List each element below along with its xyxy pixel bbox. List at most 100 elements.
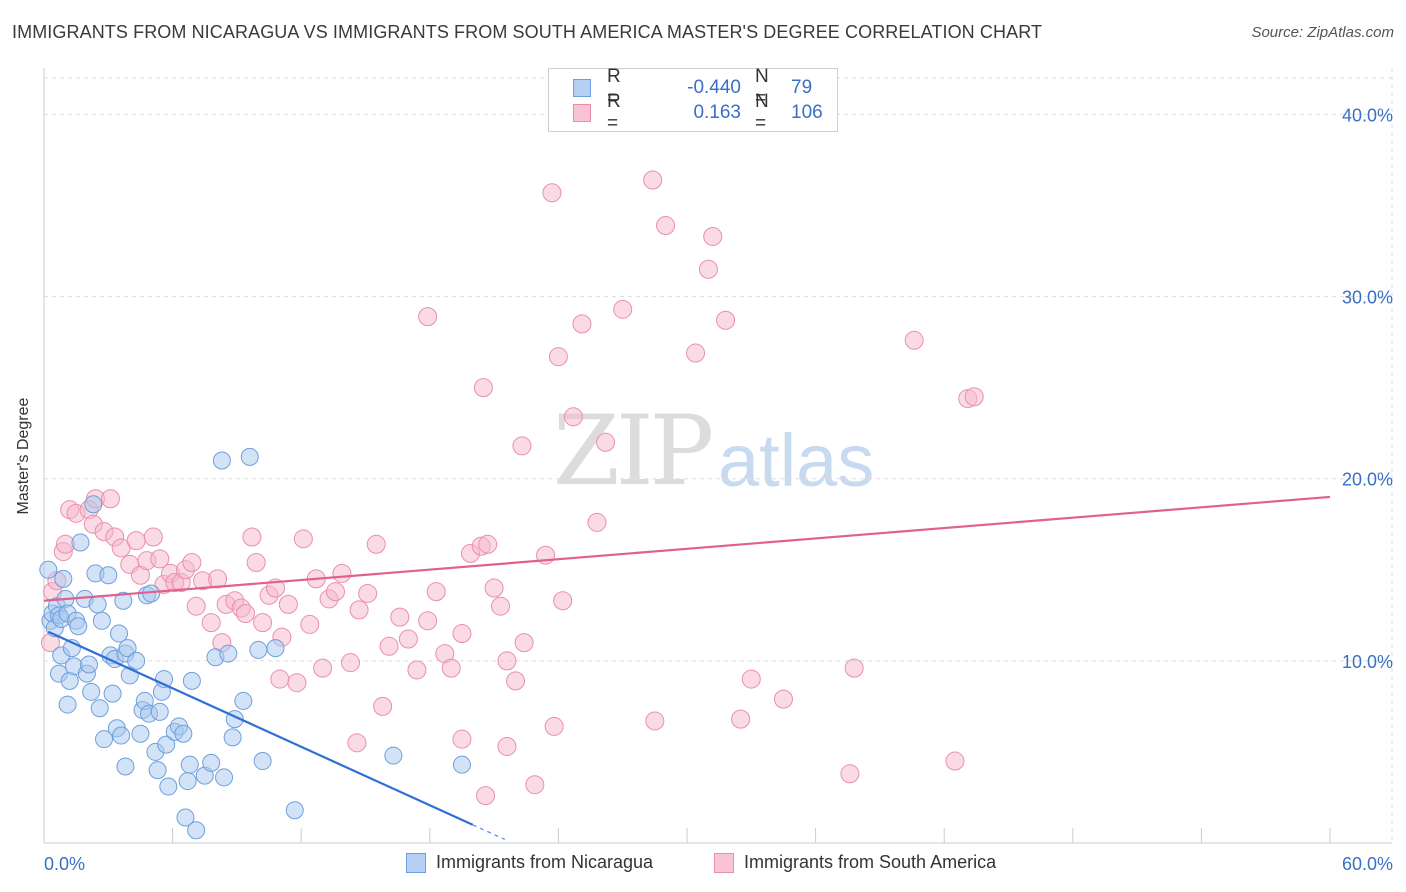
data-point-south-america (656, 216, 676, 236)
data-point-south-america (452, 624, 472, 644)
data-point-south-america (840, 764, 860, 784)
data-point-south-america (506, 671, 526, 691)
data-point-nicaragua (148, 761, 167, 780)
data-point-south-america (246, 553, 266, 572)
data-point-nicaragua (110, 624, 129, 643)
data-point-nicaragua (112, 726, 131, 745)
data-point-nicaragua (103, 684, 122, 703)
data-point-nicaragua (39, 560, 58, 579)
data-point-south-america (366, 534, 386, 554)
data-point-south-america (698, 259, 718, 279)
x-tick-label-min: 0.0% (44, 854, 85, 874)
data-point-south-america (186, 596, 206, 616)
legend-n-value-nicaragua: 79 (791, 77, 813, 98)
data-point-south-america (484, 578, 504, 598)
data-point-nicaragua (95, 730, 114, 749)
data-point-south-america (563, 407, 583, 427)
data-point-south-america (340, 653, 360, 673)
data-point-nicaragua (90, 699, 109, 718)
trendline-nicaragua (47, 630, 474, 826)
data-point-south-america (478, 534, 498, 554)
data-point-nicaragua (223, 728, 242, 747)
data-point-south-america (844, 658, 864, 678)
trendline-south-america (43, 495, 1331, 602)
data-point-south-america (150, 549, 170, 569)
watermark-atlas: atlas (718, 419, 875, 502)
tick-labels: 10.0% 20.0% 30.0% 40.0% 0.0% 60.0% (44, 105, 1393, 874)
data-point-nicaragua (174, 724, 193, 743)
data-point-south-america (287, 673, 307, 693)
data-point-south-america (325, 582, 345, 602)
data-point-nicaragua (187, 821, 206, 840)
trendline-nicaragua-extension (472, 824, 506, 841)
data-point-south-america (242, 527, 262, 547)
data-point-south-america (143, 527, 163, 547)
data-point-nicaragua (150, 702, 169, 721)
data-point-nicaragua (54, 569, 73, 588)
data-point-south-america (235, 604, 255, 623)
data-point-south-america (126, 531, 146, 551)
data-point-nicaragua (285, 801, 304, 820)
data-point-south-america (512, 436, 532, 456)
data-point-south-america (253, 613, 273, 633)
y-tick-label: 20.0% (1342, 470, 1393, 490)
data-point-south-america (548, 347, 568, 367)
legend-n-value-south-america: 106 (791, 102, 823, 123)
data-point-south-america (703, 226, 723, 246)
legend-swatch-blue (573, 79, 591, 97)
chart-title: IMMIGRANTS FROM NICARAGUA VS IMMIGRANTS … (12, 22, 1043, 42)
data-point-south-america (542, 183, 562, 203)
correlation-legend: R = -0.440 N = 79 R = 0.163 N = 106 (548, 66, 838, 134)
data-point-nicaragua (131, 724, 150, 743)
data-point-nicaragua (114, 591, 133, 610)
data-point-nicaragua (266, 639, 285, 658)
data-point-south-america (904, 330, 924, 350)
legend-r-label: R = (607, 66, 621, 109)
data-point-south-america (645, 711, 665, 731)
data-point-south-america (514, 633, 534, 653)
data-point-south-america (278, 594, 298, 614)
data-point-nicaragua (180, 755, 199, 774)
data-point-nicaragua (253, 752, 272, 771)
data-point-south-america (452, 729, 472, 749)
legend-n-label: N = (755, 66, 769, 109)
y-tick-label: 10.0% (1342, 652, 1393, 672)
series-south-america-points (40, 170, 984, 806)
data-point-south-america (347, 733, 367, 753)
data-point-nicaragua (118, 639, 137, 658)
data-point-nicaragua (452, 755, 471, 774)
legend-item-south-america: Immigrants from South America (714, 852, 996, 873)
data-point-nicaragua (92, 611, 111, 630)
data-point-south-america (572, 314, 592, 334)
legend-r-value-nicaragua: -0.440 (687, 77, 741, 98)
data-point-south-america (596, 432, 616, 452)
data-point-nicaragua (69, 617, 88, 636)
source-label: Source: ZipAtlas.com (1251, 24, 1394, 41)
legend-label-nicaragua: Immigrants from Nicaragua (436, 852, 654, 872)
data-point-south-america (476, 786, 496, 806)
data-point-nicaragua (157, 735, 176, 754)
data-point-south-america (201, 613, 221, 633)
data-point-south-america (208, 569, 228, 589)
data-point-south-america (349, 600, 369, 620)
data-point-nicaragua (215, 768, 234, 787)
legend-r-label: R = (607, 91, 621, 134)
data-point-south-america (407, 660, 427, 680)
data-point-nicaragua (159, 777, 178, 796)
data-point-nicaragua (178, 772, 197, 791)
data-point-south-america (418, 307, 438, 327)
data-point-south-america (358, 583, 378, 603)
data-point-south-america (716, 310, 736, 330)
data-point-south-america (473, 378, 493, 398)
data-point-south-america (491, 596, 511, 616)
data-point-south-america (553, 591, 573, 611)
data-point-south-america (441, 658, 461, 678)
series-nicaragua-points (39, 447, 471, 840)
legend-n-label: N = (755, 91, 769, 134)
data-point-south-america (390, 607, 410, 627)
data-point-nicaragua (80, 655, 99, 674)
data-point-south-america (398, 629, 418, 649)
data-point-south-america (293, 529, 313, 549)
y-tick-label: 40.0% (1342, 105, 1393, 125)
